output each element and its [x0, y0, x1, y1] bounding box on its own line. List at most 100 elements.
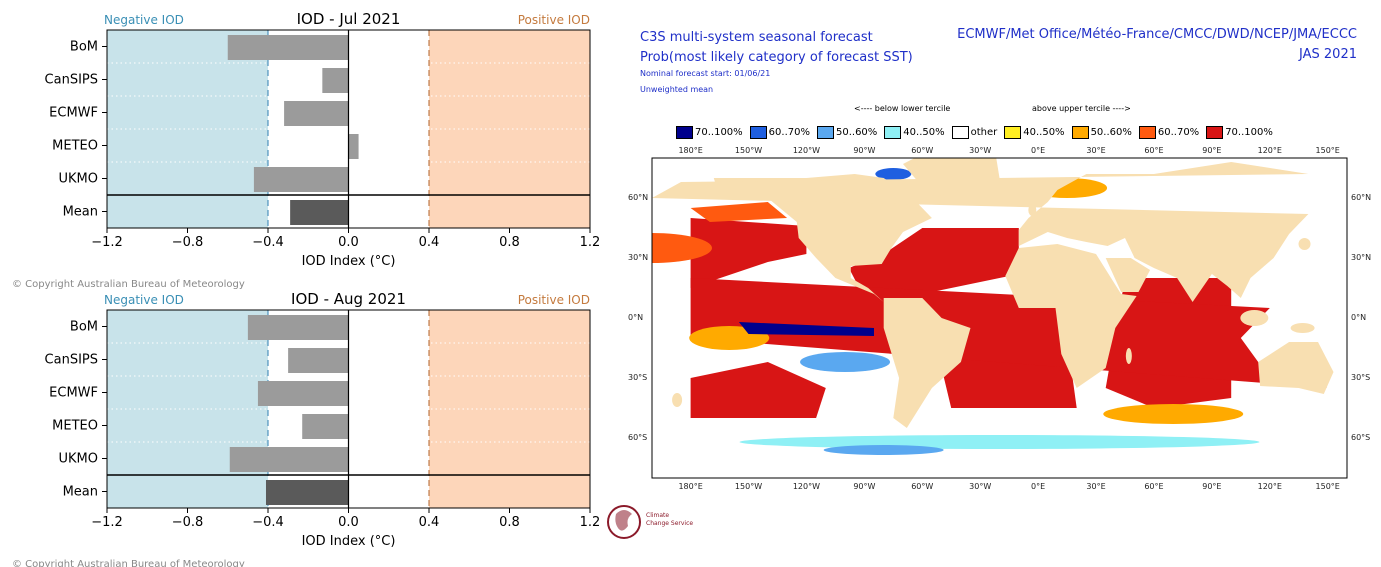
x-tick-label: 0.0: [338, 515, 359, 530]
svg-text:Climate: Climate: [646, 512, 669, 519]
x-tick-label: −0.4: [252, 235, 284, 250]
lon-label-bottom: 120°W: [792, 482, 821, 491]
lon-label-top: 120°W: [792, 146, 821, 155]
above-tercile-note: above upper tercile ---->: [1032, 104, 1131, 113]
lat-label-right: 60°S: [1351, 433, 1371, 442]
legend-label: other: [970, 126, 998, 138]
category-label: UKMO: [59, 452, 99, 467]
lon-label-top: 150°E: [1315, 146, 1340, 155]
category-label: CanSIPS: [45, 73, 98, 88]
legend-item: 40..50%: [884, 125, 945, 139]
land-mass-2: [883, 298, 971, 428]
lon-label-bottom: 0°E: [1031, 482, 1046, 491]
lon-label-bottom: 60°W: [911, 482, 934, 491]
warm-wpacific: [690, 278, 1328, 388]
x-tick-label: −1.2: [91, 235, 123, 250]
lat-label-right: 0°N: [1351, 313, 1367, 322]
lon-label-top: 30°E: [1086, 146, 1106, 155]
x-axis-label: IOD Index (°C): [302, 254, 396, 269]
probability-legend: 70..100% 60..70% 50..60% 40..50% other 40..50…: [676, 124, 1280, 140]
x-tick-label: 0.4: [419, 515, 440, 530]
copyright-note: © Copyright Australian Bureau of Meteoro…: [12, 559, 245, 567]
x-tick-label: −0.4: [252, 515, 284, 530]
land-new-zealand: [672, 393, 683, 407]
cool-baffin: [875, 168, 912, 180]
land-mass-3: [652, 162, 1309, 302]
warm-bering: [690, 202, 788, 222]
chart-title: IOD - Jul 2021: [297, 10, 401, 28]
x-tick-label: 0.0: [338, 235, 359, 250]
lat-label-left: 0°N: [628, 313, 644, 322]
legend-item: 40..50%: [1004, 125, 1065, 139]
legend-label: 70..100%: [695, 126, 743, 138]
land-new-guinea: [1290, 323, 1315, 333]
lon-label-bottom: 30°E: [1086, 482, 1106, 491]
lat-label-left: 30°S: [628, 373, 648, 382]
legend-swatch: [1071, 125, 1089, 139]
lon-label-top: 150°W: [734, 146, 763, 155]
legend-swatch: [816, 125, 834, 139]
legend-item: 70..100%: [676, 125, 743, 139]
legend-label: 60..70%: [768, 126, 810, 138]
lat-label-right: 30°S: [1351, 373, 1371, 382]
lon-label-bottom: 60°E: [1144, 482, 1164, 491]
negative-iod-label: Negative IOD: [104, 13, 184, 27]
copyright-note: © Copyright Australian Bureau of Meteoro…: [12, 279, 245, 290]
bar-ukmo: [229, 447, 349, 472]
legend-label: 50..60%: [1090, 126, 1132, 138]
legend-item: 70..100%: [1206, 125, 1273, 139]
sst-forecast-panel: C3S multi-system seasonal forecast Prob(…: [612, 0, 1381, 567]
lon-label-bottom: 90°E: [1202, 482, 1222, 491]
lon-label-top: 90°E: [1202, 146, 1222, 155]
x-axis-label: IOD Index (°C): [302, 534, 396, 549]
bar-bom: [227, 35, 349, 60]
lon-label-bottom: 150°E: [1315, 482, 1340, 491]
legend-label: 40..50%: [1023, 126, 1065, 138]
lat-label-left: 60°N: [628, 193, 649, 202]
legend-swatch: [884, 125, 902, 139]
negative-iod-label: Negative IOD: [104, 293, 184, 307]
land-mass-6: [1258, 342, 1334, 394]
bar-cansips: [322, 68, 349, 93]
land-mass-7: [903, 158, 1000, 198]
warm-southern-indian: [1103, 404, 1244, 424]
cool-eq-pacific: [738, 322, 874, 336]
x-tick-label: −0.8: [172, 515, 204, 530]
positive-iod-zone: [429, 310, 590, 508]
bar-ecmwf: [257, 381, 349, 406]
map-title-line2: Prob(most likely category of forecast SS…: [640, 50, 913, 65]
lon-label-top: 120°E: [1257, 146, 1282, 155]
legend-label: 60..70%: [1157, 126, 1200, 138]
lon-label-bottom: 90°W: [853, 482, 876, 491]
x-tick-label: 1.2: [580, 235, 601, 250]
legend-item: other: [951, 125, 998, 139]
svg-text:Change Service: Change Service: [646, 520, 693, 527]
warm-natlantic: [848, 228, 1019, 298]
category-label: Mean: [63, 485, 98, 500]
lon-label-top: 60°E: [1144, 146, 1164, 155]
map-title-line1: C3S multi-system seasonal forecast: [640, 30, 873, 45]
chart-title: IOD - Aug 2021: [291, 290, 406, 308]
lat-label-left: 30°N: [628, 253, 649, 262]
lon-label-top: 30°W: [969, 146, 992, 155]
lat-label-right: 60°N: [1351, 193, 1372, 202]
legend-item: 60..70%: [749, 125, 810, 139]
iod-forecast-panels: BoM CanSIPS ECMWF METEO UKMO Mean −1.2 −0.8 −0.4…: [12, 10, 601, 567]
lon-label-bottom: 120°E: [1257, 482, 1282, 491]
legend-swatch: [1206, 125, 1224, 139]
category-label: ECMWF: [49, 106, 98, 121]
category-label: Mean: [63, 205, 98, 220]
category-label: ECMWF: [49, 386, 98, 401]
lon-label-bottom: 30°W: [969, 482, 992, 491]
category-label: BoM: [70, 320, 98, 335]
legend-swatch: [676, 125, 693, 139]
category-label: METEO: [52, 139, 98, 154]
positive-iod-label: Positive IOD: [518, 293, 590, 307]
bar-mean: [265, 480, 349, 505]
bar-ukmo: [253, 167, 349, 192]
negative-iod-zone: [107, 310, 268, 508]
legend-swatch: [1004, 125, 1022, 139]
bar-bom: [247, 315, 349, 340]
legend-label: 50..60%: [835, 126, 878, 138]
lon-label-top: 180°E: [678, 146, 703, 155]
